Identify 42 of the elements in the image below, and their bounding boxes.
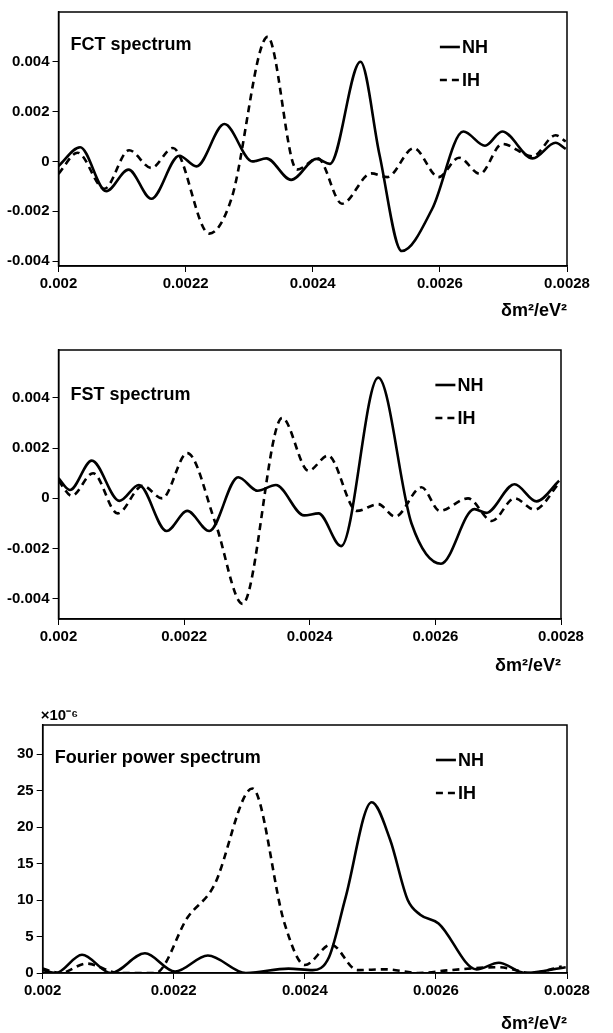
y-tick-label: -0.002 [6, 538, 50, 556]
y-tick-label: 0.002 [11, 438, 50, 456]
y-tick-label: 0.002 [11, 101, 50, 119]
y-tick-label: 0 [41, 151, 50, 169]
y-tick-label: 20 [17, 817, 34, 835]
x-tick-label: 0.0024 [281, 981, 329, 999]
legend-label: NH [461, 36, 488, 57]
x-axis-title: δm²/eV² [501, 300, 567, 320]
x-tick-label: 0.0022 [161, 627, 208, 645]
x-tick-label: 0.0024 [286, 627, 334, 645]
x-tick-label: 0.0026 [416, 274, 463, 292]
y-tick-label: -0.004 [6, 589, 51, 607]
legend-label: IH [461, 69, 480, 90]
y-tick-label: 25 [17, 780, 34, 798]
x-tick-label: 0.0022 [150, 981, 197, 999]
y-tick-label: 0.004 [11, 51, 51, 69]
x-tick-label: 0.0026 [412, 627, 459, 645]
x-tick-label: 0.0028 [544, 981, 590, 999]
y-tick-label: -0.004 [6, 251, 51, 269]
x-axis-title: δm²/eV² [495, 655, 561, 675]
y-tick-label: 5 [25, 926, 34, 944]
text: ×10⁻⁶ [40, 705, 79, 723]
x-tick-label: 0.0022 [162, 274, 209, 292]
x-tick-label: 0.0028 [544, 274, 590, 292]
y-tick-label: 10 [17, 890, 34, 908]
y-tick-label: 0.004 [11, 387, 51, 405]
legend-label: NH [457, 374, 484, 395]
x-tick-label: 0.0028 [538, 627, 584, 645]
legend-label: NH [457, 749, 484, 770]
y-tick-label: 0 [25, 963, 34, 981]
x-tick-label: 0.0024 [289, 274, 337, 292]
legend-label: IH [457, 407, 476, 428]
text: Fourier power spectrum [54, 746, 261, 767]
x-tick-label: 0.0026 [412, 981, 459, 999]
legend-label: IH [457, 782, 476, 803]
text: FST spectrum [70, 383, 191, 404]
y-tick-label: 15 [17, 853, 34, 871]
y-tick-label: -0.002 [6, 201, 50, 219]
y-tick-label: 0 [41, 488, 50, 506]
y-tick-label: 30 [17, 744, 34, 762]
x-axis-title: δm²/eV² [501, 1013, 567, 1033]
text: FCT spectrum [70, 33, 192, 54]
